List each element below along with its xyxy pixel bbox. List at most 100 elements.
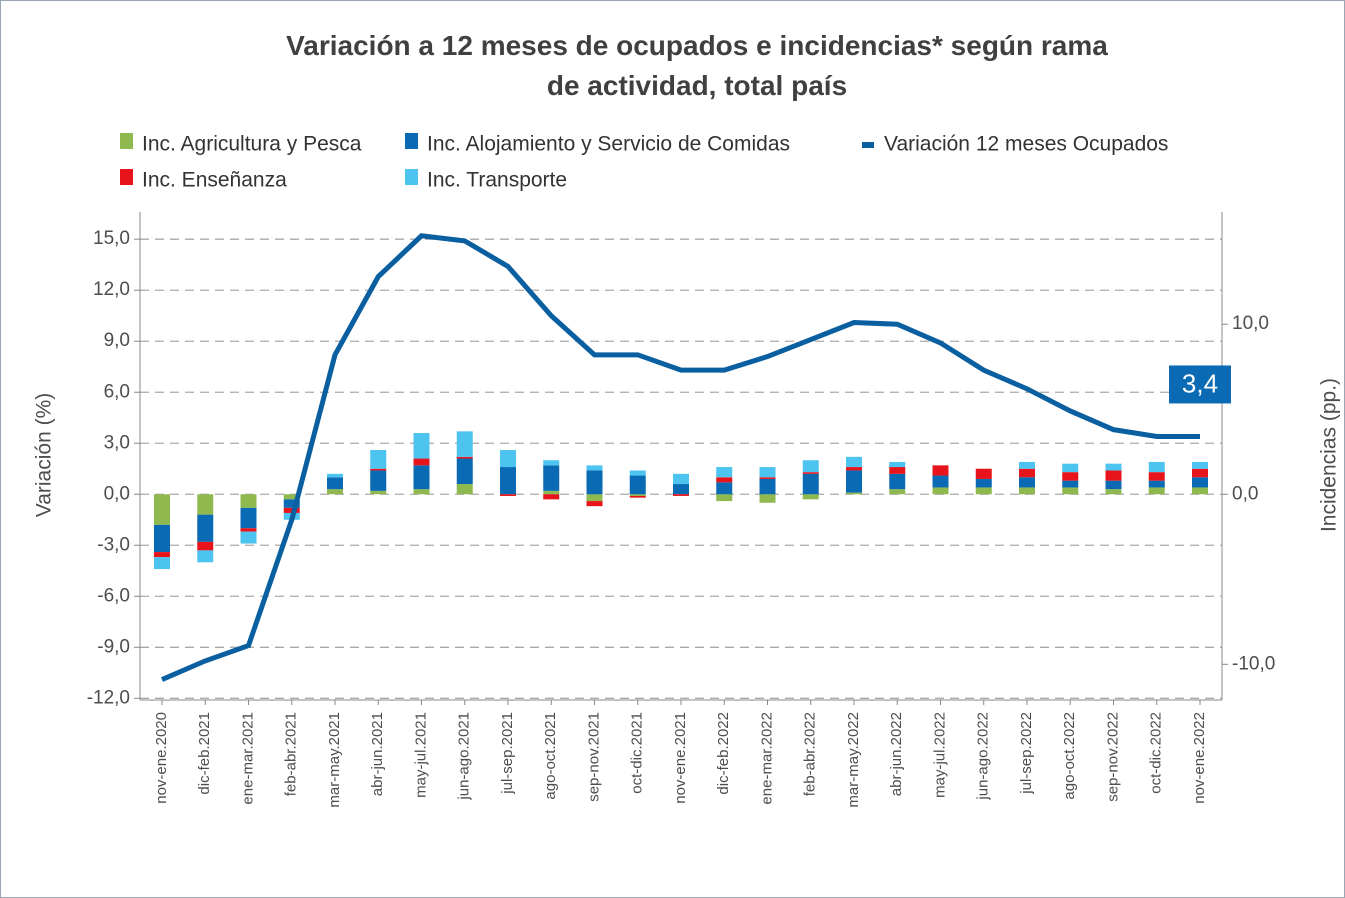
bar: [197, 550, 214, 563]
bar: [1192, 461, 1208, 469]
bar: [197, 541, 214, 551]
y2-tick-label: 10,0: [1232, 313, 1269, 334]
bar: [456, 431, 473, 457]
bar: [370, 490, 387, 495]
x-tick-label: oct-dic.2021: [629, 712, 646, 794]
bar: [975, 487, 992, 495]
x-tick-label: abr-jun.2021: [369, 712, 386, 796]
bar: [759, 477, 776, 479]
bar: [889, 467, 906, 474]
bar: [846, 456, 862, 468]
bar: [846, 470, 862, 493]
x-tick-label: oct-dic.2022: [1148, 712, 1165, 794]
x-tick-label: feb-abr.2022: [802, 712, 819, 796]
bar: [500, 450, 516, 468]
legend-label: Inc. Alojamiento y Servicio de Comidas: [427, 133, 790, 156]
bar: [154, 552, 170, 558]
bar: [889, 473, 906, 490]
bar: [586, 501, 603, 507]
bar: [370, 468, 387, 471]
value-label: 3,4: [1182, 368, 1218, 398]
bar: [543, 465, 560, 491]
bar: [327, 477, 343, 490]
bar: [716, 477, 733, 483]
bar: [1062, 487, 1079, 495]
chart-title: Variación a 12 meses de ocupados e incid…: [286, 30, 1108, 101]
legend-swatch: [405, 169, 418, 185]
bar: [759, 467, 776, 478]
y-tick-label: 15,0: [93, 228, 130, 249]
bar: [500, 467, 516, 495]
bar: [283, 499, 300, 508]
bar: [629, 470, 646, 476]
legend-swatch: [862, 142, 874, 148]
bar: [456, 456, 473, 459]
bar: [586, 465, 603, 471]
x-tick-label: mar-may.2022: [845, 712, 862, 808]
bar: [240, 494, 257, 508]
bar: [543, 460, 560, 466]
x-tick-label: dic-feb.2022: [715, 712, 732, 795]
bar: [802, 472, 819, 474]
legend-label: Inc. Agricultura y Pesca: [142, 133, 362, 156]
bar: [456, 484, 473, 495]
bar: [1019, 477, 1035, 488]
bar: [846, 492, 862, 495]
bar: [240, 528, 257, 532]
x-tick-label: nov-ene.2022: [1191, 712, 1208, 804]
bar: [240, 531, 257, 544]
bar: [240, 507, 257, 529]
x-tick-label: may-jul.2021: [412, 712, 429, 798]
x-tick-label: ago-oct.2022: [1061, 712, 1078, 800]
bar: [975, 468, 992, 479]
bar: [370, 450, 387, 469]
bar: [1105, 489, 1122, 495]
x-tick-label: ene-mar.2022: [758, 712, 775, 805]
bar: [802, 494, 819, 500]
x-tick-label: nov-ene.2020: [153, 712, 170, 804]
y2-tick-label: 0,0: [1232, 483, 1258, 504]
y-tick-label: 0,0: [104, 483, 130, 504]
bar: [673, 484, 689, 495]
bar: [629, 495, 646, 498]
bar: [1062, 472, 1079, 481]
bar: [1019, 461, 1035, 469]
bar: [327, 489, 343, 495]
y-tick-label: -6,0: [97, 585, 130, 606]
y-axis-label: Variación (%): [33, 393, 56, 517]
y2-axis-label: Incidencias (pp.): [1318, 378, 1341, 532]
bar: [629, 475, 646, 495]
bar: [673, 494, 689, 496]
x-tick-label: ago-oct.2021: [542, 712, 559, 800]
bar: [327, 473, 343, 478]
bar: [673, 473, 689, 485]
bar: [846, 467, 862, 471]
y-tick-label: 3,0: [104, 432, 130, 453]
bar: [413, 433, 430, 459]
bar: [154, 524, 170, 553]
bar: [932, 487, 949, 495]
y-tick-label: -9,0: [97, 636, 130, 657]
x-tick-label: jun-ago.2022: [975, 712, 992, 801]
bar: [456, 458, 473, 485]
bar: [197, 494, 214, 515]
bar: [413, 458, 430, 466]
bar: [413, 489, 430, 495]
legend-swatch: [120, 169, 133, 185]
legend-label: Inc. Transporte: [427, 169, 567, 192]
bar: [1105, 480, 1122, 490]
bar: [1148, 472, 1165, 481]
bar: [154, 494, 170, 525]
bar: [932, 475, 949, 488]
y-tick-label: -12,0: [87, 687, 130, 708]
bar: [889, 461, 906, 468]
bar: [1105, 470, 1122, 481]
x-tick-label: sep-nov.2022: [1104, 712, 1121, 802]
y-tick-label: 9,0: [104, 330, 130, 351]
bar: [1192, 468, 1208, 478]
bar: [197, 514, 214, 542]
bar: [802, 460, 819, 473]
bar: [413, 465, 430, 490]
